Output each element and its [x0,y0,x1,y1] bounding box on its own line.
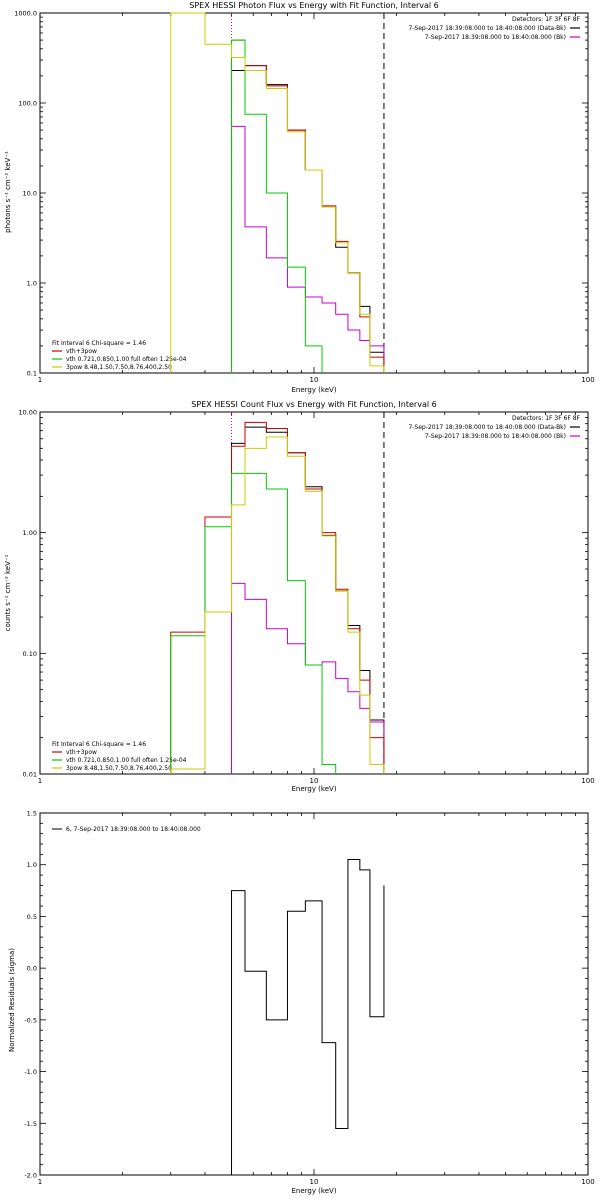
y-tick-label: 0.5 [27,913,37,921]
x-tick-label: 10 [310,777,319,785]
panel2-detectors: Detectors: 1F 3F 6F 8F [512,415,581,422]
x-tick-label: 1 [38,1178,42,1186]
panel2-plot-area [170,412,385,774]
y-tick-label: -0.5 [24,1016,37,1024]
panel2-ylabel: counts s⁻¹ cm⁻² keV⁻¹ [4,554,12,631]
panel2-axes: 1 10 100 0.01 0.10 1.00 10.00 [18,409,594,786]
panel1-title: SPEX HESSI Photon Flux vs Energy with Fi… [189,1,439,10]
series-vth [170,472,337,774]
panel1-legend-bk: 7-Sep-2017 18:39:08.000 to 18:40:08.000 … [425,34,566,41]
panel2-fit-title: Fit Interval 6 Chi-square = 1.46 [52,741,146,748]
panel1-plot-area [170,12,385,373]
panel2-xlabel: Energy (keV) [291,785,336,793]
x-tick-label: 100 [581,376,594,384]
plot-frame [39,812,589,1176]
x-tick-label: 1 [38,376,42,384]
panel1-legend-databk: 7-Sep-2017 18:39:08.000 to 18:40:08.000 … [408,25,566,32]
series-vth [231,39,323,373]
y-tick-label: -1.0 [24,1068,37,1076]
y-tick-label: 1000.0 [14,10,37,18]
panel1-axes: 1 10 100 0.1 1.0 10.0 100.0 1000.0 [14,10,594,385]
panel2-legend-databk: 7-Sep-2017 18:39:08.000 to 18:40:08.000 … [408,424,566,431]
y-tick-label: 0.01 [23,771,37,779]
panel1-fit-entry-vth3pow: vth+3pow [66,348,97,355]
series-bk [231,125,385,373]
panel2-title: SPEX HESSI Count Flux vs Energy with Fit… [191,400,436,409]
plot-frame [39,411,589,775]
x-tick-label: 100 [581,777,594,785]
y-tick-label: 0.1 [27,370,37,378]
panel2-fit-entry-3pow: 3pow 8.48,1.50,7.50,8.76,400,2.50 [66,765,172,772]
panel3-ylabel: Normalized Residuals (sigma) [8,948,16,1052]
series-3pow [170,436,385,774]
y-tick-label: 1.0 [27,280,37,288]
series-residuals [231,859,385,1175]
panel1-fit-entry-3pow: 3pow 8.48,1.50,7.50,8.76,400,2.50 [66,364,172,371]
panel1-fit-title: Fit Interval 6 Chi-square = 1.46 [52,340,146,347]
panel1-xlabel: Energy (keV) [291,386,336,394]
x-tick-label: 10 [310,1178,319,1186]
y-tick-label: 1.00 [23,529,37,537]
series-data-bk [231,65,385,373]
y-tick-label: 1.5 [27,810,37,818]
panel2-fit-entry-vth3pow: vth+3pow [66,749,97,756]
series-3pow [170,12,385,373]
y-tick-label: 100.0 [18,100,37,108]
panel1-detectors: Detectors: 1F 3F 6F 8F [512,16,581,23]
panel1-fit-entry-vth: vth 0.721,0.850,1.00 full often 1.25e-04 [66,356,187,363]
panel2-fit-entry-vth: vth 0.721,0.850,1.00 full often 1.25e-04 [66,757,187,764]
series-bk [231,582,385,774]
panel2-legend-bk: 7-Sep-2017 18:39:08.000 to 18:40:08.000 … [425,433,566,440]
panel3-axes: 1 10 100 -2.0 -1.5 -1.0 -0.5 0.0 0.5 1.0 1.5 [24,810,594,1187]
y-tick-label: -1.5 [24,1120,37,1128]
panel3-plot-area [231,859,385,1175]
x-tick-label: 10 [310,376,319,384]
y-tick-label: 1.0 [27,861,37,869]
series-data-bk [231,426,385,774]
x-tick-label: 1 [38,777,42,785]
panel1-ylabel: photons s⁻¹ cm⁻² keV⁻¹ [4,151,12,233]
plot-frame [39,12,589,374]
y-tick-label: 10.0 [23,190,37,198]
series-vth-3pow [231,39,385,373]
panel3-xlabel: Energy (keV) [291,1187,336,1195]
y-tick-label: -2.0 [24,1172,37,1180]
series-vth-3pow [170,421,385,774]
y-tick-label: 0.10 [23,650,37,658]
y-tick-label: 10.00 [18,409,37,417]
y-tick-label: 0.0 [27,965,37,973]
panel3-legend-text: 6, 7-Sep-2017 18:39:08.000 to 18:40:08.0… [66,826,201,833]
x-tick-label: 100 [581,1178,594,1186]
